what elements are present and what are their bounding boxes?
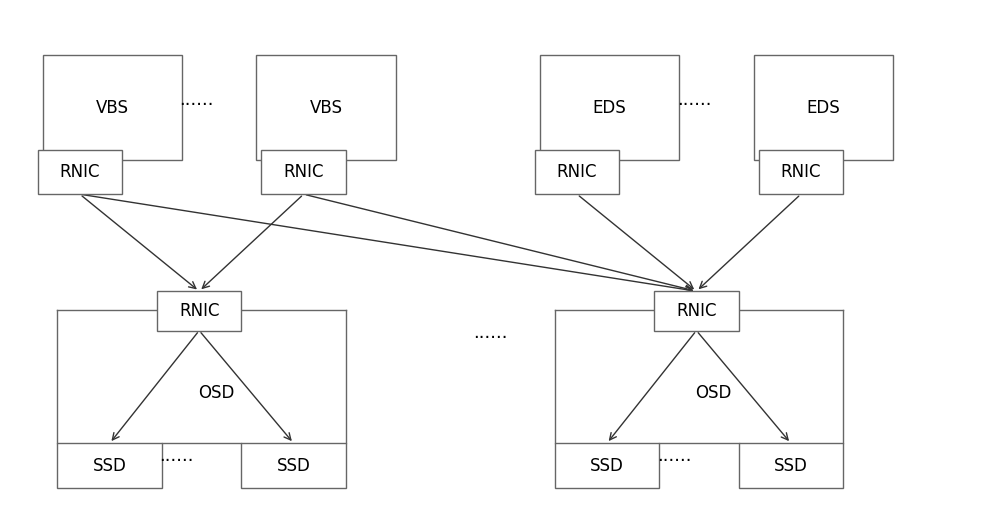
Bar <box>43 55 182 160</box>
Bar <box>540 55 679 160</box>
Text: EDS: EDS <box>593 99 626 117</box>
Bar <box>739 443 843 488</box>
Text: EDS: EDS <box>806 99 840 117</box>
Text: ......: ...... <box>657 447 691 465</box>
Text: RNIC: RNIC <box>781 163 821 181</box>
Bar <box>256 55 396 160</box>
Text: RNIC: RNIC <box>60 163 100 181</box>
Bar <box>157 291 241 331</box>
Text: ......: ...... <box>473 324 507 342</box>
Bar <box>261 149 346 194</box>
Text: ......: ...... <box>677 91 711 109</box>
Text: SSD: SSD <box>93 457 127 474</box>
Bar <box>754 55 893 160</box>
Text: RNIC: RNIC <box>676 302 717 320</box>
Bar <box>759 149 843 194</box>
Text: VBS: VBS <box>309 99 342 117</box>
Bar <box>57 443 162 488</box>
Text: ......: ...... <box>160 447 194 465</box>
Bar <box>654 291 739 331</box>
Bar <box>241 443 346 488</box>
Text: OSD: OSD <box>696 384 732 402</box>
Bar <box>535 149 619 194</box>
Text: SSD: SSD <box>774 457 808 474</box>
Text: SSD: SSD <box>590 457 624 474</box>
Text: RNIC: RNIC <box>179 302 219 320</box>
Text: RNIC: RNIC <box>557 163 597 181</box>
Text: SSD: SSD <box>277 457 311 474</box>
Text: VBS: VBS <box>96 99 129 117</box>
Text: OSD: OSD <box>198 384 235 402</box>
Bar <box>38 149 122 194</box>
Bar <box>555 443 659 488</box>
Text: RNIC: RNIC <box>283 163 324 181</box>
Text: ......: ...... <box>179 91 214 109</box>
